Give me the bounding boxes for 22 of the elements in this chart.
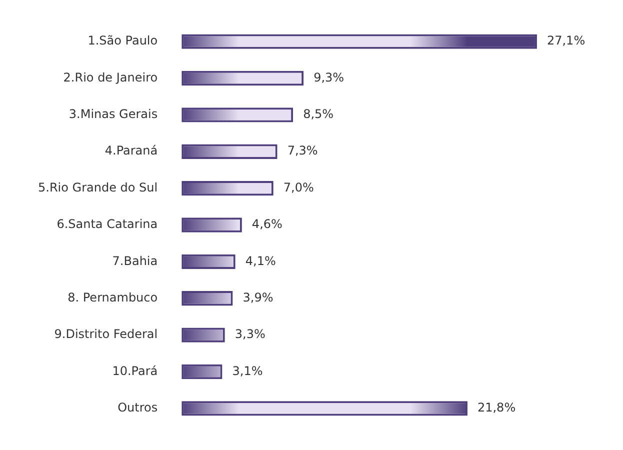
y-tick-label: 9.Distrito Federal bbox=[54, 327, 158, 342]
data-label: 4,6% bbox=[252, 217, 282, 232]
y-tick-label: 4.Paraná bbox=[104, 144, 158, 158]
data-label: 3,1% bbox=[232, 364, 263, 378]
data-label: 7,3% bbox=[287, 144, 318, 158]
y-tick-label: 5.Rio Grande do Sul bbox=[38, 180, 158, 194]
y-tick-label: 8. Pernambuco bbox=[68, 290, 158, 305]
data-label: 7,0% bbox=[283, 180, 314, 194]
data-label: 9,3% bbox=[314, 70, 344, 84]
y-tick-label: 1.São Paulo bbox=[88, 34, 158, 48]
y-tick-label: Outros bbox=[118, 400, 158, 415]
y-tick-label: 6.Santa Catarina bbox=[56, 217, 158, 232]
data-label: 27,1% bbox=[546, 34, 586, 48]
y-tick-label: 7.Bahia bbox=[112, 254, 158, 268]
data-label: 21,8% bbox=[477, 400, 516, 415]
y-tick-label: 3.Minas Gerais bbox=[68, 107, 158, 122]
data-label: 4,1% bbox=[245, 254, 276, 268]
data-label: 8,5% bbox=[303, 107, 334, 122]
data-label: 3,3% bbox=[234, 327, 266, 342]
y-tick-label: 10.Pará bbox=[112, 364, 158, 378]
data-label: 3,9% bbox=[242, 290, 274, 305]
y-tick-label: 2.Rio de Janeiro bbox=[63, 70, 158, 84]
